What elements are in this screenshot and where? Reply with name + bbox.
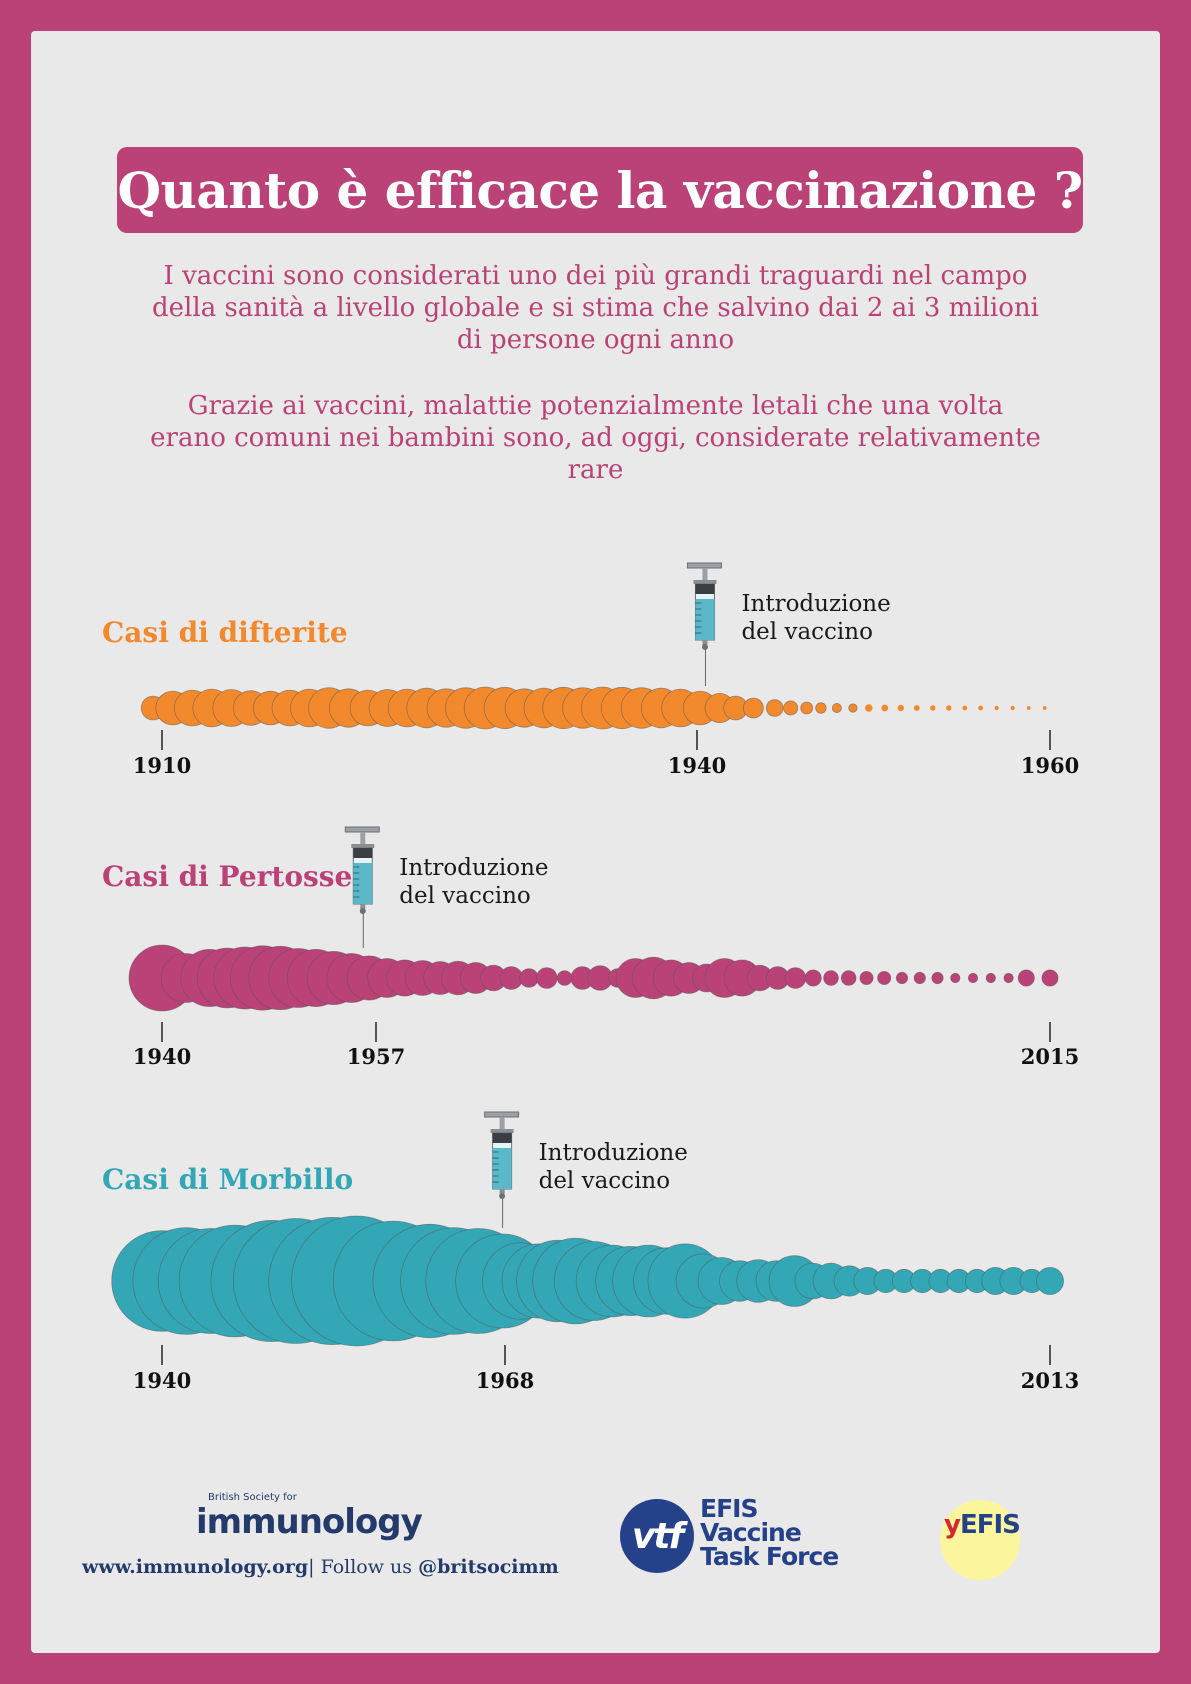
measles-vaccine-label-line-1: Introduzione [539,1140,688,1166]
diphtheria-case-bubble [897,704,904,712]
pertussis-case-bubble [895,971,909,985]
pertussis-chart-title: Casi di Pertosse [102,860,352,893]
pertussis-case-bubble [967,972,979,984]
pertussis-case-bubble [877,971,892,986]
measles-vaccine-label-line-2: del vaccino [539,1168,671,1194]
diphtheria-case-bubble [800,701,814,715]
vtf-logo-mark: vtf [620,1499,694,1573]
title-banner: Quanto è efficace la vaccinazione ? [117,147,1083,233]
vtf-line-1: EFIS [700,1494,758,1523]
diphtheria-case-bubble [930,705,936,711]
diphtheria-case-bubble [962,705,968,711]
diphtheria-syringe-icon [686,562,722,650]
diphtheria-case-bubble [831,703,842,714]
diphtheria-x-tick-label: 1960 [1021,753,1079,778]
pertussis-case-bubble [823,970,839,986]
diphtheria-case-bubble [743,697,764,719]
pertussis-case-bubble [804,969,822,987]
bsi-logo-wordmark: immunology [196,1502,423,1542]
pertussis-x-tick-label: 2015 [1021,1044,1079,1069]
pertussis-case-bubble [1003,972,1014,984]
website-link[interactable]: www.immunology.org [82,1556,309,1578]
diphtheria-chart-title: Casi di difterite [102,616,348,649]
diphtheria-x-tick-label: 1910 [133,753,191,778]
measles-x-tick-label: 1940 [133,1368,191,1393]
pertussis-case-bubble [535,967,558,989]
vtf-logo-text: EFIS Vaccine Task Force [700,1494,839,1571]
vtf-logo[interactable]: vtf EFIS Vaccine Task Force [620,1494,840,1575]
diphtheria-case-bubble [765,699,784,717]
bsi-logo[interactable]: British Society for immunology [196,1492,426,1548]
diphtheria-case-bubble [978,705,984,711]
pertussis-vaccine-label-line-2: del vaccino [399,883,531,909]
pertussis-x-tick-label: 1940 [133,1044,191,1069]
measles-x-tick-label: 1968 [476,1368,534,1393]
diphtheria-case-bubble [1026,706,1031,710]
yefis-logo[interactable]: yEFIS [940,1500,1021,1580]
pertussis-case-bubble [499,966,524,990]
pertussis-case-bubble [931,971,944,985]
measles-x-tick-label: 2013 [1021,1368,1079,1393]
pertussis-x-tick-label: 1957 [347,1044,405,1069]
pertussis-case-bubble [1041,969,1059,987]
footer-links: www.immunology.org| Follow us @britsocim… [82,1556,559,1578]
pertussis-case-bubble [556,970,573,986]
diphtheria-case-bubble [783,700,799,716]
bsi-logo-subtitle: British Society for [208,1492,297,1503]
pertussis-case-bubble [950,972,961,984]
measles-chart-title: Casi di Morbillo [102,1163,353,1196]
intro-paragraph-2: Grazie ai vaccini, malattie potenzialmen… [150,391,1041,485]
pertussis-case-bubble [840,970,857,986]
intro-paragraph-1: I vaccini sono considerati uno dei più g… [152,261,1039,355]
diphtheria-vaccine-label-line-1: Introduzione [741,591,890,617]
content-card [31,31,1160,1653]
diphtheria-case-bubble [994,705,999,711]
diphtheria-case-bubble [913,705,920,711]
pertussis-syringe-icon [344,826,380,914]
twitter-handle-link[interactable]: @britsocimm [418,1556,559,1578]
pertussis-case-bubble [859,971,874,986]
measles-syringe-icon [484,1111,520,1199]
diphtheria-case-bubble [946,705,952,711]
pertussis-vaccine-label-line-1: Introduzione [399,855,548,881]
pertussis-case-bubble [985,972,996,984]
diphtheria-case-bubble [881,704,889,712]
pertussis-case-bubble [913,971,926,985]
diphtheria-case-bubble [1010,705,1015,711]
vtf-line-2: Vaccine [700,1518,802,1547]
diphtheria-case-bubble [1042,706,1047,710]
pertussis-case-bubble [1017,969,1035,987]
pertussis-case-bubble [519,968,539,988]
diphtheria-case-bubble [848,703,858,713]
diphtheria-case-bubble [865,704,873,712]
pertussis-case-bubble [784,967,807,989]
measles-case-bubble [1036,1267,1065,1296]
vtf-line-3: Task Force [700,1542,839,1571]
page-title: Quanto è efficace la vaccinazione ? [117,160,1083,220]
yefis-logo-text: yEFIS [944,1510,1021,1540]
diphtheria-vaccine-label-line-2: del vaccino [741,619,873,645]
follow-text: | Follow us [308,1556,419,1578]
diphtheria-case-bubble [815,702,827,714]
diphtheria-x-tick-label: 1940 [668,753,726,778]
